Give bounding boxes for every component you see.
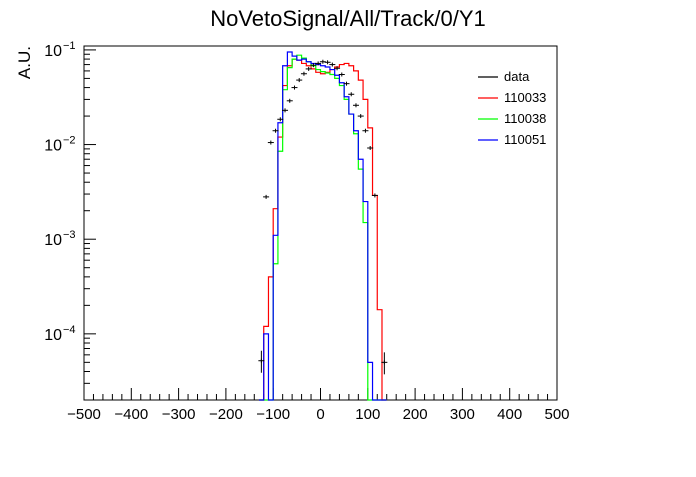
series-110051-step [259,51,387,401]
y-tick-label: 10 [44,43,62,60]
y-tick-exponent: −4 [63,324,76,336]
y-axis-label: A.U. [15,46,34,79]
y-tick-exponent: −3 [63,229,76,241]
legend-label-110033: 110033 [504,90,546,105]
x-tick-label: −300 [162,406,196,423]
y-tick-exponent: −2 [63,135,76,147]
x-tick-label: −400 [114,406,148,423]
series-110033-step [259,58,387,401]
y-tick-exponent: −1 [63,40,76,52]
x-tick-label: 400 [497,406,522,423]
y-tick-label: 10 [44,327,62,344]
x-tick-label: 0 [316,406,324,423]
series-layer [258,51,388,401]
x-tick-label: 200 [403,406,428,423]
legend-label-data: data [504,69,530,84]
x-axis: −500 −400 −300 −200 −100 0 100 200 300 400 500 [67,388,570,423]
x-tick-label: −500 [67,406,101,423]
x-tick-label: 500 [544,406,569,423]
chart-title: NoVetoSignal/All/Track/0/Y1 [210,6,486,31]
legend: data 110033 110038 110051 [478,69,546,147]
y-tick-label: 10 [44,232,62,249]
x-tick-label: 300 [450,406,475,423]
x-tick-label: −200 [209,406,243,423]
y-axis: 10−410−310−210−1 [44,40,96,401]
legend-label-110051: 110051 [504,132,546,147]
x-tick-label: −100 [256,406,290,423]
x-tick-label: 100 [355,406,380,423]
legend-label-110038: 110038 [504,111,546,126]
y-tick-label: 10 [44,138,62,155]
